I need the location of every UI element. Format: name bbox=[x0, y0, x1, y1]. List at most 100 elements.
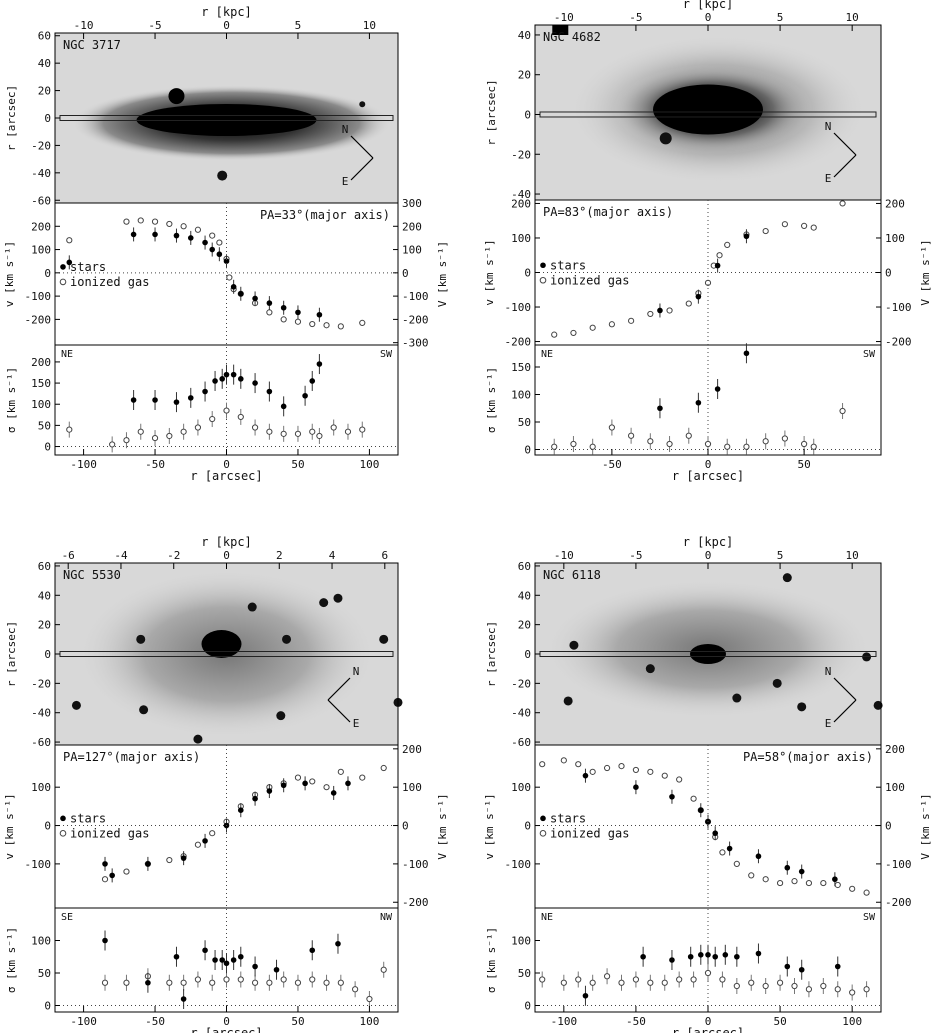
v-axis-title: v [km s⁻¹] bbox=[483, 793, 496, 859]
star-sigma-point bbox=[273, 966, 280, 973]
v-axis-title: v [km s⁻¹] bbox=[3, 793, 16, 859]
gas-sigma-point bbox=[704, 969, 712, 977]
compass-east-label: E bbox=[353, 717, 360, 730]
star-sigma-point bbox=[657, 405, 663, 412]
kpc-tick-label: -10 bbox=[74, 19, 94, 32]
dispersion-panel: 0 50 100 150 200 σ [km s⁻¹] NE SW bbox=[5, 349, 398, 454]
gas-velocity-point bbox=[632, 766, 640, 774]
star-sigma-point bbox=[309, 947, 316, 954]
kpc-tick-label: -10 bbox=[554, 11, 574, 24]
x-tick-label: 100 bbox=[842, 1015, 862, 1028]
gas-velocity-point bbox=[589, 324, 596, 331]
v-tick-label: 200 bbox=[511, 197, 531, 210]
image-ytick-label: -40 bbox=[31, 707, 51, 720]
gas-sigma-point bbox=[344, 428, 352, 435]
velocity-panel: -100 0 100 -200 -100 0 100 200 v [km s⁻¹] V [km s… bbox=[483, 743, 932, 909]
image-ytick-label: 0 bbox=[44, 112, 51, 125]
gas-velocity-point bbox=[359, 319, 366, 326]
legend-stars-label: stars bbox=[550, 258, 586, 272]
gas-sigma-point bbox=[316, 432, 323, 440]
v-axis-title: v [km s⁻¹] bbox=[483, 239, 496, 305]
compass-east-label: E bbox=[825, 717, 832, 730]
star-sigma-point bbox=[230, 371, 237, 378]
star-sigma-point bbox=[212, 378, 218, 384]
star-velocity-point bbox=[697, 807, 704, 813]
gas-sigma-point bbox=[309, 976, 316, 983]
gas-velocity-point bbox=[309, 320, 316, 328]
star-sigma-point bbox=[734, 953, 740, 960]
star-sigma-point bbox=[335, 940, 341, 947]
gas-velocity-point bbox=[849, 885, 856, 892]
image-ytick-label: -40 bbox=[511, 707, 531, 720]
star-velocity-point bbox=[280, 782, 287, 789]
gas-sigma-point bbox=[661, 979, 668, 986]
star-velocity-point bbox=[180, 855, 187, 861]
x-tick-label: -50 bbox=[145, 458, 165, 471]
gas-velocity-point bbox=[839, 200, 846, 207]
star-sigma-point bbox=[237, 953, 244, 960]
image-ytick-label: 0 bbox=[524, 648, 531, 661]
gas-sigma-point bbox=[137, 428, 144, 435]
star-velocity-point bbox=[316, 311, 323, 318]
kpc-tick-label: 5 bbox=[295, 19, 302, 32]
gas-sigma-point bbox=[632, 976, 640, 983]
gas-velocity-point bbox=[194, 226, 202, 233]
star-velocity-point bbox=[633, 784, 639, 790]
position-angle-label: PA=127°(major axis) bbox=[63, 750, 200, 764]
v-tick-label: 100 bbox=[31, 781, 51, 794]
V-tick-label: 100 bbox=[402, 781, 422, 794]
gas-velocity-point bbox=[618, 762, 625, 770]
position-angle-label: PA=58°(major axis) bbox=[743, 750, 873, 764]
gas-velocity-point bbox=[309, 778, 316, 785]
kpc-tick-label: 5 bbox=[777, 549, 784, 562]
star-sigma-point bbox=[798, 966, 805, 973]
gas-sigma-point bbox=[805, 986, 813, 993]
star-sigma-point bbox=[202, 388, 208, 395]
gas-sigma-point bbox=[776, 979, 784, 986]
foreground-star bbox=[797, 702, 807, 712]
gas-sigma-point bbox=[719, 976, 726, 983]
star-velocity-point bbox=[173, 232, 180, 239]
star-velocity-point bbox=[582, 772, 589, 779]
kpc-tick-label: -4 bbox=[114, 549, 128, 562]
star-sigma-point bbox=[212, 957, 218, 963]
star-velocity-point bbox=[726, 845, 733, 852]
compass-east-arrow bbox=[350, 157, 374, 181]
gas-velocity-point bbox=[666, 307, 673, 314]
gas-velocity-point bbox=[810, 224, 817, 231]
compass: NE bbox=[825, 120, 857, 185]
x-tick-label: -100 bbox=[70, 458, 97, 471]
sigma-tick-label: 100 bbox=[31, 935, 51, 948]
side-left-label: NE bbox=[541, 349, 553, 360]
gas-sigma-point bbox=[323, 979, 330, 986]
gas-sigma-point bbox=[551, 443, 558, 450]
compass-north-label: N bbox=[342, 123, 349, 136]
sigma-tick-label: 0 bbox=[524, 444, 531, 457]
image-ytick-label: -60 bbox=[31, 736, 51, 749]
image-yaxis-title: r [arcsec] bbox=[5, 85, 18, 151]
sigma-tick-label: 50 bbox=[38, 967, 51, 980]
foreground-star bbox=[319, 598, 329, 608]
V-tick-label: -100 bbox=[402, 290, 429, 303]
compass-north-arrow bbox=[833, 677, 857, 701]
gas-sigma-point bbox=[539, 976, 546, 983]
V-tick-label: 0 bbox=[402, 267, 409, 280]
gas-sigma-point bbox=[366, 995, 373, 1003]
V-tick-label: -100 bbox=[885, 301, 912, 314]
gas-sigma-point bbox=[266, 979, 273, 986]
kpc-tick-label: 2 bbox=[276, 549, 283, 562]
foreground-star bbox=[782, 573, 792, 583]
gas-velocity-point bbox=[628, 317, 635, 324]
star-sigma-point bbox=[252, 380, 258, 386]
side-right-label: SW bbox=[863, 912, 876, 923]
compass-north-label: N bbox=[825, 665, 832, 678]
gas-velocity-point bbox=[647, 768, 654, 775]
star-velocity-point bbox=[266, 788, 273, 794]
star-velocity-point bbox=[109, 872, 115, 879]
foreground-star bbox=[136, 634, 146, 644]
x-tick-label: 0 bbox=[705, 1015, 712, 1028]
V-tick-label: 200 bbox=[885, 743, 905, 756]
